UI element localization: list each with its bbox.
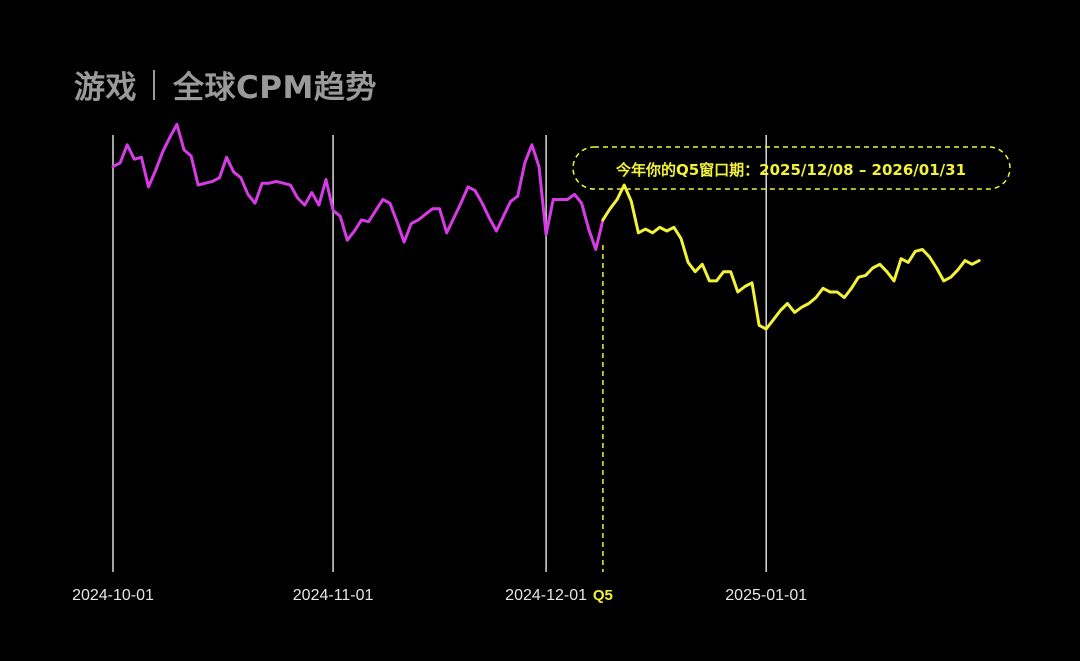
x-tick-label: 2024-12-01 xyxy=(505,587,587,604)
x-tick-label: 2025-01-01 xyxy=(725,587,807,604)
q5-window-annotation-box xyxy=(572,146,1011,190)
x-tick-label: 2024-11-01 xyxy=(293,587,374,604)
x-tick-label: 2024-10-01 xyxy=(72,587,154,604)
cpm-line-q5-window xyxy=(601,183,981,331)
title-subject: 全球CPM趋势 xyxy=(173,70,377,106)
title-separator xyxy=(153,69,155,100)
q5-tick-label: Q5 xyxy=(593,587,613,604)
q5-window-annotation-text: 今年你的Q5窗口期：2025/12/08 – 2026/01/31 xyxy=(615,161,966,179)
cpm-line-before-q5 xyxy=(111,122,605,251)
page-title: 游戏 全球CPM趋势 xyxy=(74,62,377,107)
title-category: 游戏 xyxy=(74,70,137,106)
